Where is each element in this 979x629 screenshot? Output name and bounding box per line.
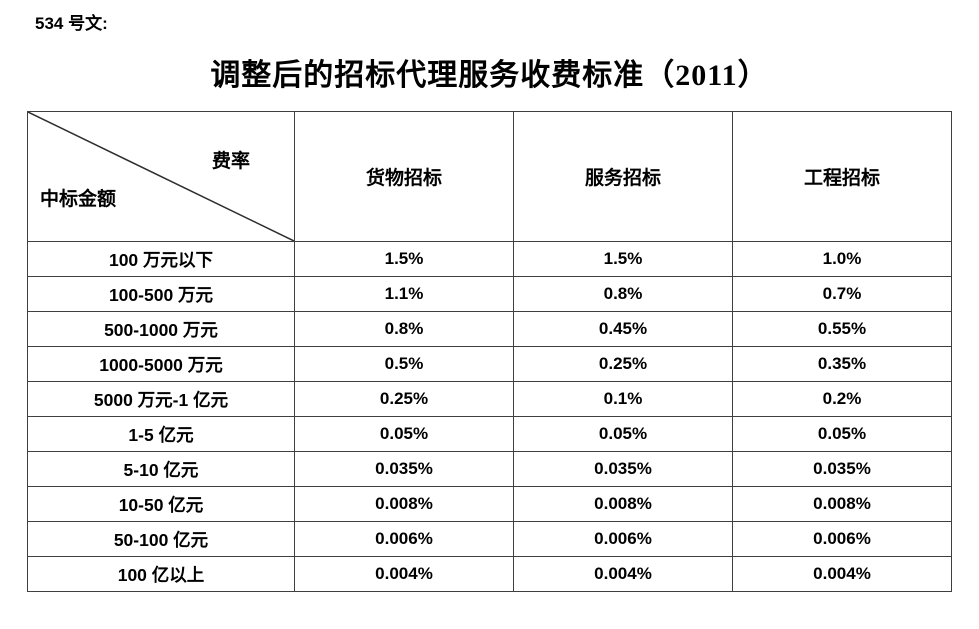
table-row: 1000-5000 万元 0.5% 0.25% 0.35% (27, 346, 952, 382)
rate-cell: 0.008% (294, 486, 514, 522)
table-row: 1-5 亿元 0.05% 0.05% 0.05% (27, 416, 952, 452)
rate-cell: 0.008% (513, 486, 733, 522)
rate-cell: 0.8% (294, 311, 514, 347)
rate-cell: 0.2% (732, 381, 952, 417)
corner-label-rate: 费率 (211, 151, 250, 172)
corner-header-cell: 费率 中标金额 (27, 111, 295, 242)
rate-cell: 0.8% (513, 276, 733, 312)
table-row: 50-100 亿元 0.006% 0.006% 0.006% (27, 521, 952, 557)
corner-label-award-amount: 中标金额 (40, 189, 117, 210)
row-label-award-amount: 500-1000 万元 (27, 311, 295, 347)
rate-cell: 0.05% (513, 416, 733, 452)
rate-cell: 0.004% (513, 556, 733, 592)
rate-cell: 0.008% (732, 486, 952, 522)
row-label-award-amount: 50-100 亿元 (27, 521, 295, 557)
rate-cell: 0.25% (294, 381, 514, 417)
rate-cell: 0.004% (294, 556, 514, 592)
rate-cell: 1.5% (294, 241, 514, 277)
row-label-award-amount: 100-500 万元 (27, 276, 295, 312)
rate-cell: 0.5% (294, 346, 514, 382)
table-row: 100 万元以下 1.5% 1.5% 1.0% (27, 241, 952, 277)
diagonal-divider-line (28, 112, 294, 241)
row-label-award-amount: 100 万元以下 (27, 241, 295, 277)
table-row: 5-10 亿元 0.035% 0.035% 0.035% (27, 451, 952, 487)
rate-cell: 0.35% (732, 346, 952, 382)
rate-cell: 0.035% (294, 451, 514, 487)
doc-reference: 534 号文: (35, 14, 108, 33)
rate-cell: 1.1% (294, 276, 514, 312)
rate-cell: 0.006% (294, 521, 514, 557)
rate-cell: 0.006% (732, 521, 952, 557)
row-label-award-amount: 1000-5000 万元 (27, 346, 295, 382)
rate-cell: 1.5% (513, 241, 733, 277)
table-row: 5000 万元-1 亿元 0.25% 0.1% 0.2% (27, 381, 952, 417)
header-row: 费率 中标金额 货物招标 服务招标 工程招标 (27, 111, 952, 242)
rate-cell: 0.035% (513, 451, 733, 487)
rate-cell: 1.0% (732, 241, 952, 277)
column-header-service-bidding: 服务招标 (513, 111, 733, 242)
rate-cell: 0.25% (513, 346, 733, 382)
rate-cell: 0.7% (732, 276, 952, 312)
row-label-award-amount: 5000 万元-1 亿元 (27, 381, 295, 417)
column-header-goods-bidding: 货物招标 (294, 111, 514, 242)
row-label-award-amount: 100 亿以上 (27, 556, 295, 592)
rate-cell: 0.035% (732, 451, 952, 487)
fee-standard-table: 费率 中标金额 货物招标 服务招标 工程招标 100 万元以下 1.5% 1.5% 1… (27, 111, 952, 592)
table-row: 100-500 万元 1.1% 0.8% 0.7% (27, 276, 952, 312)
rate-cell: 0.55% (732, 311, 952, 347)
row-label-award-amount: 5-10 亿元 (27, 451, 295, 487)
table-row: 10-50 亿元 0.008% 0.008% 0.008% (27, 486, 952, 522)
table-row: 500-1000 万元 0.8% 0.45% 0.55% (27, 311, 952, 347)
rate-cell: 0.45% (513, 311, 733, 347)
row-label-award-amount: 10-50 亿元 (27, 486, 295, 522)
rate-cell: 0.006% (513, 521, 733, 557)
column-header-engineering-bidding: 工程招标 (732, 111, 952, 242)
rate-cell: 0.1% (513, 381, 733, 417)
row-label-award-amount: 1-5 亿元 (27, 416, 295, 452)
rate-cell: 0.05% (294, 416, 514, 452)
rate-cell: 0.004% (732, 556, 952, 592)
table-row: 100 亿以上 0.004% 0.004% 0.004% (27, 556, 952, 592)
rate-cell: 0.05% (732, 416, 952, 452)
page-title: 调整后的招标代理服务收费标准（2011） (210, 59, 769, 92)
